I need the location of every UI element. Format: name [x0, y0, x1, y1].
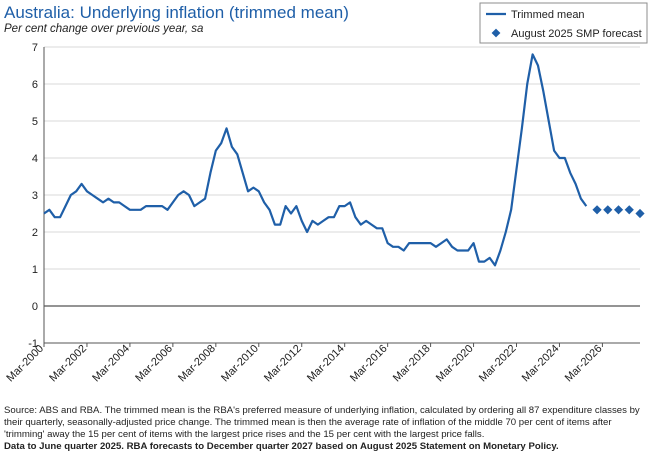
legend-label: August 2025 SMP forecast [511, 28, 642, 40]
x-tick-label: Mar-2026 [563, 343, 605, 385]
forecast-point [635, 208, 645, 219]
y-tick-label: -1 [28, 338, 38, 350]
x-tick-label: Mar-2020 [434, 343, 476, 385]
forecast-point [624, 205, 634, 215]
data-note: Data to June quarter 2025. RBA forecasts… [4, 441, 559, 452]
legend-box [479, 2, 648, 44]
y-tick-label: 1 [32, 264, 38, 276]
x-tick-label: Mar-2000 [4, 343, 46, 385]
chart-title: Australia: Underlying inflation (trimmed… [4, 3, 349, 22]
y-tick-label: 3 [32, 190, 38, 202]
x-tick-label: Mar-2014 [305, 343, 347, 385]
x-tick-label: Mar-2004 [90, 343, 132, 385]
forecast-point [613, 205, 624, 215]
y-tick-label: 0 [32, 301, 38, 313]
y-tick-label: 6 [32, 79, 38, 91]
x-tick-label: Mar-2018 [391, 343, 433, 385]
x-tick-label: Mar-2006 [133, 343, 175, 385]
source-note: Source: ABS and RBA. The trimmed mean is… [4, 405, 640, 440]
legend-label: Trimmed mean [511, 9, 585, 21]
legend-marker-swatch [491, 28, 501, 38]
x-tick-label: Mar-2016 [348, 343, 390, 385]
y-tick-label: 5 [32, 116, 38, 128]
series-line-trimmed-mean [43, 53, 588, 267]
x-tick-label: Mar-2008 [176, 343, 218, 385]
forecast-point [603, 205, 613, 215]
x-tick-label: Mar-2012 [262, 343, 304, 385]
chart-subtitle: Per cent change over previous year, sa [4, 23, 204, 35]
x-tick-label: Mar-2002 [47, 343, 89, 385]
x-tick-label: Mar-2022 [477, 343, 519, 385]
chart-footnote: Source: ABS and RBA. The trimmed mean is… [4, 405, 644, 453]
y-tick-label: 4 [32, 153, 38, 165]
y-tick-label: 2 [32, 227, 38, 239]
y-tick-label: 7 [32, 42, 38, 54]
x-tick-label: Mar-2024 [520, 343, 562, 385]
forecast-point [592, 205, 602, 215]
x-tick-label: Mar-2010 [219, 343, 261, 385]
